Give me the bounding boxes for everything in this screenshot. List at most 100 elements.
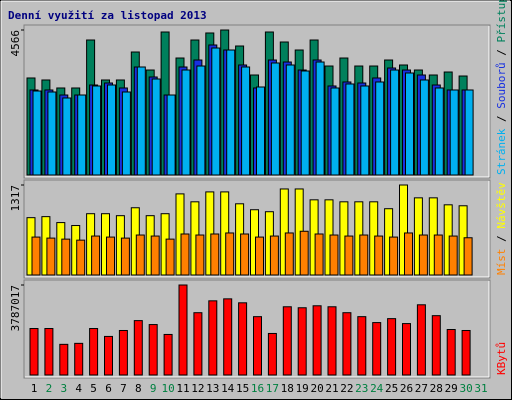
bar [433, 234, 443, 276]
bar [448, 235, 458, 276]
bar [255, 236, 264, 276]
bar [297, 307, 307, 376]
bar [269, 235, 279, 276]
x-tick-label: 15 [236, 382, 249, 395]
x-tick-label: 11 [176, 382, 189, 395]
x-tick-label: 30 [459, 382, 472, 395]
bar [238, 302, 248, 376]
legend-entry: Míst [495, 249, 508, 276]
bar [241, 66, 251, 176]
bar [284, 232, 294, 276]
bar [461, 329, 471, 376]
bar [312, 305, 322, 376]
x-tick-label: 8 [135, 382, 142, 395]
bar [32, 90, 42, 176]
bar [464, 89, 474, 176]
legend-separator: / [495, 229, 508, 249]
bar [418, 234, 428, 276]
bar [46, 237, 56, 276]
x-tick-label: 23 [355, 382, 368, 395]
bar [223, 298, 233, 376]
bar [463, 237, 473, 276]
x-tick-label: 29 [445, 382, 458, 395]
legend-separator: / [495, 43, 508, 63]
bar [327, 306, 337, 376]
bar [300, 70, 310, 176]
x-tick-label: 17 [266, 382, 279, 395]
bar [299, 230, 309, 276]
y-tick-label: 1317 [9, 185, 22, 212]
bar [165, 238, 175, 276]
bar [344, 235, 354, 276]
bar [434, 87, 444, 176]
bar [416, 304, 426, 376]
bar [210, 233, 220, 276]
bar [193, 312, 203, 376]
legend-entry: Souborů [495, 62, 508, 108]
x-tick-label: 27 [415, 382, 428, 395]
bar [315, 61, 325, 176]
bar [62, 97, 72, 176]
bar [107, 84, 116, 176]
x-tick-label: 31 [474, 382, 487, 395]
bar [267, 332, 277, 376]
x-tick-label: 10 [161, 382, 174, 395]
x-tick-label: 19 [296, 382, 309, 395]
bar [359, 234, 369, 276]
bar [166, 94, 176, 176]
x-tick-label: 24 [370, 382, 384, 395]
bar [178, 284, 188, 376]
bar [449, 89, 459, 176]
legend-entry: Stránek [495, 128, 508, 175]
legend-entry: Přístupů [495, 0, 508, 43]
legend: KBytů [495, 342, 508, 375]
chart-title: Denní využití za listopad 2013 [8, 9, 207, 22]
x-tick-label: 4 [75, 382, 82, 395]
bar [89, 328, 99, 376]
bar [314, 233, 324, 276]
x-tick-label: 26 [400, 382, 413, 395]
legend-separator: / [495, 109, 508, 129]
legend-entry: Návštěv [495, 182, 508, 229]
y-tick-label: 3787017 [9, 285, 22, 331]
bar [402, 323, 411, 376]
bar [121, 91, 131, 176]
bar [136, 66, 146, 176]
x-tick-label: 14 [221, 382, 235, 395]
bar [375, 81, 385, 176]
x-tick-label: 22 [340, 382, 353, 395]
x-tick-label: 25 [385, 382, 398, 395]
bar [29, 328, 39, 376]
legend-entry: KBytů [495, 342, 508, 375]
bar [285, 64, 295, 176]
x-tick-label: 21 [325, 382, 338, 395]
bar [225, 232, 235, 276]
bar [374, 235, 384, 276]
legend: Míst / Návštěv [495, 182, 508, 275]
bar [47, 91, 57, 176]
bar [419, 79, 429, 176]
bar [181, 69, 191, 176]
bar [256, 86, 265, 176]
bar [240, 233, 250, 276]
bar [387, 318, 397, 376]
legend: Stránek / Souborů / Přístupů [495, 0, 508, 175]
bar [77, 94, 87, 176]
bar [148, 324, 158, 376]
x-tick-label: 7 [120, 382, 127, 395]
bar [329, 234, 339, 276]
bar [118, 329, 128, 376]
bar [59, 343, 69, 376]
bar [372, 322, 382, 376]
bar [135, 234, 145, 276]
bar [446, 329, 456, 376]
bar [31, 236, 41, 276]
bar [61, 238, 71, 276]
bar [404, 232, 413, 276]
x-tick-label: 13 [206, 382, 219, 395]
bar [389, 236, 399, 276]
x-tick-label: 20 [310, 382, 323, 395]
bar [92, 85, 102, 176]
bar [74, 342, 84, 376]
